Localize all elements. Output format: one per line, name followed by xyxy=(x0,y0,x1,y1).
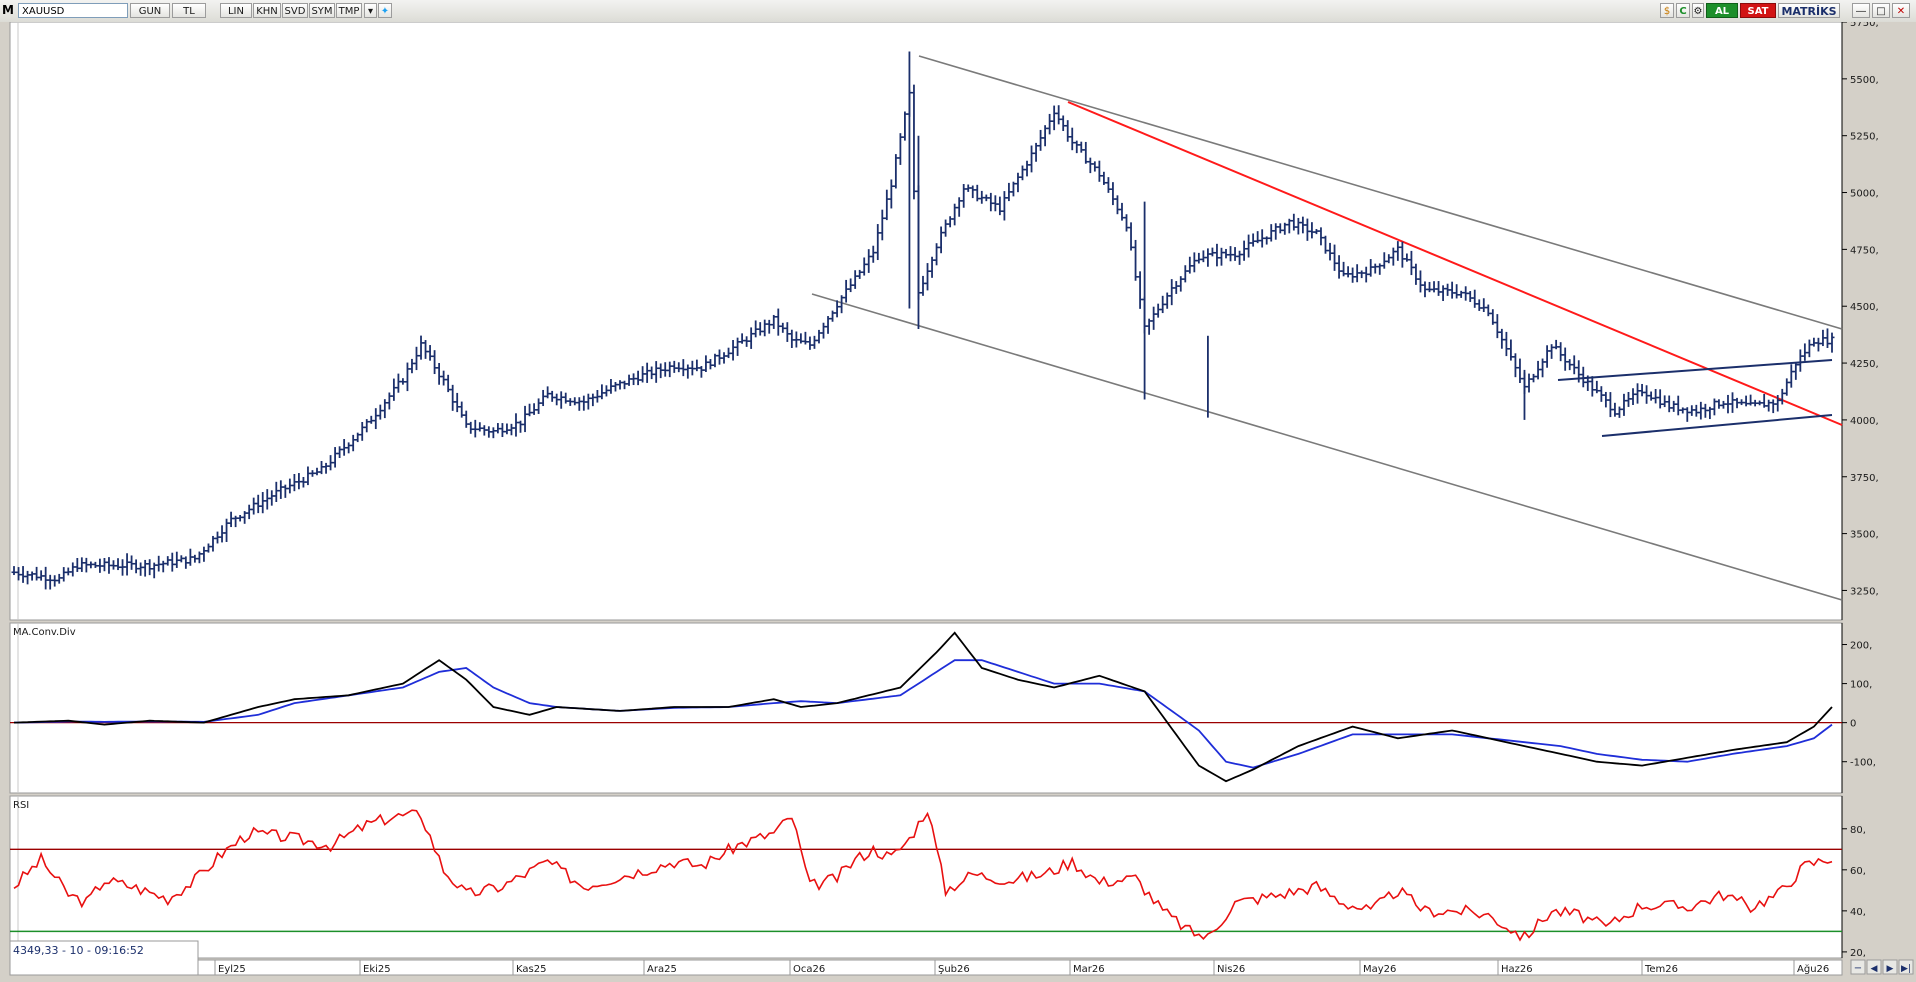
rsi-lines xyxy=(13,809,1833,942)
line-scale-button[interactable]: LIN xyxy=(220,3,252,18)
macd-axis: 200, 100, 0 -100, xyxy=(10,623,1876,793)
rsi-title: RSI xyxy=(13,800,29,811)
macd-tick-label: 200, xyxy=(1850,641,1872,652)
price-bar xyxy=(1829,332,1835,353)
scroll-left-glyph: ◀ xyxy=(1871,964,1878,974)
time-tick-label: Şub26 xyxy=(938,964,970,975)
price-panel[interactable] xyxy=(9,21,1843,621)
chart-area[interactable]: 3250, 3500, 3750, 4000, 4250, 4500, 4750, 5000,… xyxy=(0,18,1916,978)
flag-upper-line xyxy=(1557,359,1833,381)
time-tick-label: Nis26 xyxy=(1217,964,1245,975)
scroll-end-icon[interactable] xyxy=(1898,959,1914,975)
flag-lower-line xyxy=(1601,414,1833,437)
macd-signal-line xyxy=(13,659,1833,769)
price-tick-label: 5750, xyxy=(1850,22,1879,29)
time-tick-label: Eyl25 xyxy=(218,964,246,975)
zoom-out-glyph: − xyxy=(1854,963,1862,974)
zoom-out-icon[interactable] xyxy=(1850,959,1866,975)
khn-button[interactable]: KHN xyxy=(253,3,281,18)
rsi-axis: 80, 60, 40, 20, xyxy=(10,796,1866,959)
price-tick-label: 3500, xyxy=(1850,530,1879,541)
time-tick-label: Kas25 xyxy=(516,964,546,975)
scroll-left-icon[interactable] xyxy=(1866,959,1882,975)
time-tick-label: Oca26 xyxy=(793,964,825,975)
rsi-line xyxy=(13,809,1833,942)
maximize-icon[interactable]: □ xyxy=(1872,3,1890,18)
symbol-input[interactable]: XAUUSD xyxy=(18,3,128,18)
channel-upper-line xyxy=(918,55,1843,330)
red-resistance-line xyxy=(1067,101,1843,426)
rsi-tick-label: 80, xyxy=(1850,825,1866,836)
time-tick-label: Haz26 xyxy=(1501,964,1533,975)
channel-lower-line xyxy=(811,293,1843,601)
price-bars xyxy=(11,51,1835,590)
minimize-icon[interactable]: ― xyxy=(1852,3,1870,18)
macd-lines xyxy=(13,631,1833,783)
menu-button[interactable]: M xyxy=(2,3,14,17)
sell-button[interactable]: SAT xyxy=(1740,3,1776,18)
rsi-tick-label: 20, xyxy=(1850,948,1866,959)
price-tick-label: 4000, xyxy=(1850,416,1879,427)
price-tick-label: 5500, xyxy=(1850,75,1879,86)
price-tick-label: 5250, xyxy=(1850,132,1879,143)
svd-button[interactable]: SVD xyxy=(282,3,308,18)
twitter-icon[interactable]: ✦ xyxy=(378,3,392,18)
macd-tick-label: 0 xyxy=(1850,719,1856,730)
buy-button[interactable]: AL xyxy=(1706,3,1738,18)
price-tick-label: 3250, xyxy=(1850,586,1879,597)
gear-icon[interactable]: ⚙ xyxy=(1692,3,1704,18)
rsi-tick-label: 40, xyxy=(1850,907,1866,918)
template-button[interactable]: TMP xyxy=(336,3,362,18)
scroll-end-glyph: ▶| xyxy=(1901,964,1911,974)
price-tick-label: 4500, xyxy=(1850,302,1879,313)
price-tick-label: 4250, xyxy=(1850,359,1879,370)
macd-line xyxy=(13,631,1833,783)
time-tick-label: Ara25 xyxy=(647,964,677,975)
price-axis: 3250, 3500, 3750, 4000, 4250, 4500, 4750, 5000,… xyxy=(1841,18,1879,620)
status-readout: 4349,33 - 10 - 09:16:52 xyxy=(13,944,144,957)
time-tick-label: Tem26 xyxy=(1644,964,1678,975)
scroll-controls[interactable]: − ◀ ▶ ▶| xyxy=(1850,959,1914,975)
toolbar: M XAUUSD GUN TL LIN KHN SVD SYM TMP ▾ ✦ … xyxy=(0,0,1916,23)
rsi-tick-label: 60, xyxy=(1850,866,1866,877)
time-tick-label: Mar26 xyxy=(1073,964,1105,975)
brand-logo: MATRİKS xyxy=(1778,3,1840,18)
scroll-right-glyph: ▶ xyxy=(1887,964,1894,974)
price-tick-label: 4750, xyxy=(1850,245,1879,256)
price-tick-label: 3750, xyxy=(1850,473,1879,484)
sym-button[interactable]: SYM xyxy=(309,3,335,18)
dollar-icon[interactable]: $ xyxy=(1660,3,1674,18)
template-dropdown-icon[interactable]: ▾ xyxy=(364,3,377,18)
status-box xyxy=(9,940,199,976)
macd-panel[interactable] xyxy=(9,622,1843,794)
period-button[interactable]: GUN xyxy=(130,3,170,18)
time-tick-label: Eki25 xyxy=(363,964,391,975)
time-tick-label: Ağu26 xyxy=(1797,963,1829,975)
time-labels: Eyl25 Eki25 Kas25 Ara25 Oca26 Şub26 Mar26 Nis26… xyxy=(214,960,1829,975)
currency-button[interactable]: TL xyxy=(172,3,206,18)
trendlines xyxy=(811,55,1843,601)
macd-tick-label: -100, xyxy=(1850,758,1876,769)
refresh-icon[interactable]: C xyxy=(1676,3,1690,18)
macd-title: MA.Conv.Div xyxy=(13,627,76,638)
chart-canvas[interactable]: 3250, 3500, 3750, 4000, 4250, 4500, 4750, 5000,… xyxy=(0,18,1916,978)
close-icon[interactable]: ✕ xyxy=(1892,3,1910,18)
time-axis xyxy=(9,959,1843,976)
price-tick-label: 5000, xyxy=(1850,189,1879,200)
rsi-panel[interactable] xyxy=(9,795,1843,959)
macd-tick-label: 100, xyxy=(1850,680,1872,691)
time-tick-label: May26 xyxy=(1363,964,1396,975)
scroll-right-icon[interactable] xyxy=(1882,959,1898,975)
